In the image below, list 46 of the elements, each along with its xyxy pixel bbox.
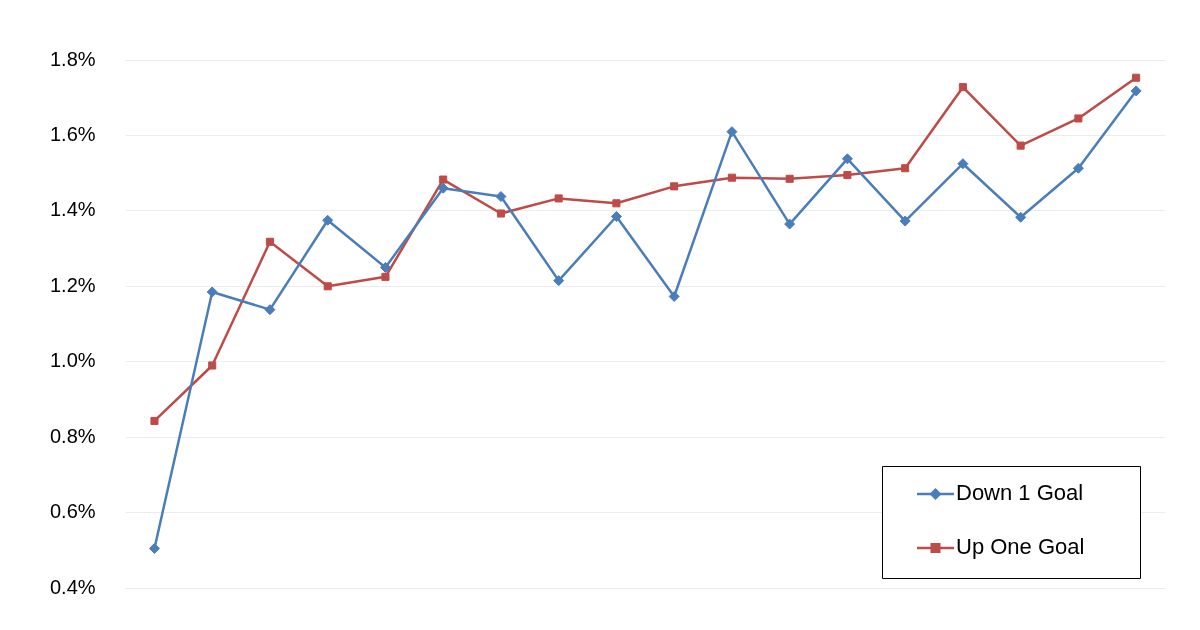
point (208, 361, 217, 370)
y-tick-label: 1.2% (49, 273, 96, 296)
point (265, 237, 274, 246)
point (901, 164, 910, 173)
point (439, 175, 448, 184)
y-tick-label: 1.4% (49, 198, 96, 221)
point (496, 209, 505, 218)
y-tick-label: 0.4% (49, 575, 96, 598)
point (379, 261, 391, 273)
legend-label: Up One Goal (956, 534, 1085, 560)
point (957, 158, 969, 170)
legend-label: Down 1 Goal (956, 480, 1084, 506)
y-tick-label: 1.6% (49, 122, 96, 145)
point (670, 182, 679, 191)
point (1074, 114, 1083, 123)
point (206, 286, 218, 298)
point (381, 272, 390, 281)
point (843, 170, 852, 180)
point (841, 153, 853, 165)
y-tick-label: 1.8% (49, 47, 96, 70)
point (612, 199, 621, 208)
point (726, 126, 738, 138)
point (322, 214, 334, 226)
point (150, 416, 159, 425)
point (264, 304, 276, 316)
point (668, 290, 680, 302)
point (553, 275, 565, 287)
point (554, 194, 563, 203)
point (323, 282, 332, 291)
point (495, 191, 507, 203)
y-tick-label: 0.6% (49, 500, 96, 523)
point (1132, 73, 1141, 82)
point (727, 173, 736, 182)
point (148, 542, 160, 554)
point (958, 83, 967, 92)
point (784, 218, 796, 230)
point (610, 211, 622, 223)
point (1130, 85, 1142, 97)
y-tick-label: 0.8% (49, 424, 96, 447)
point (437, 182, 449, 194)
point (1016, 141, 1025, 150)
point (785, 174, 794, 183)
y-tick-label: 1.0% (49, 349, 96, 372)
point (1072, 162, 1084, 174)
point (899, 215, 911, 227)
point (1015, 211, 1027, 223)
